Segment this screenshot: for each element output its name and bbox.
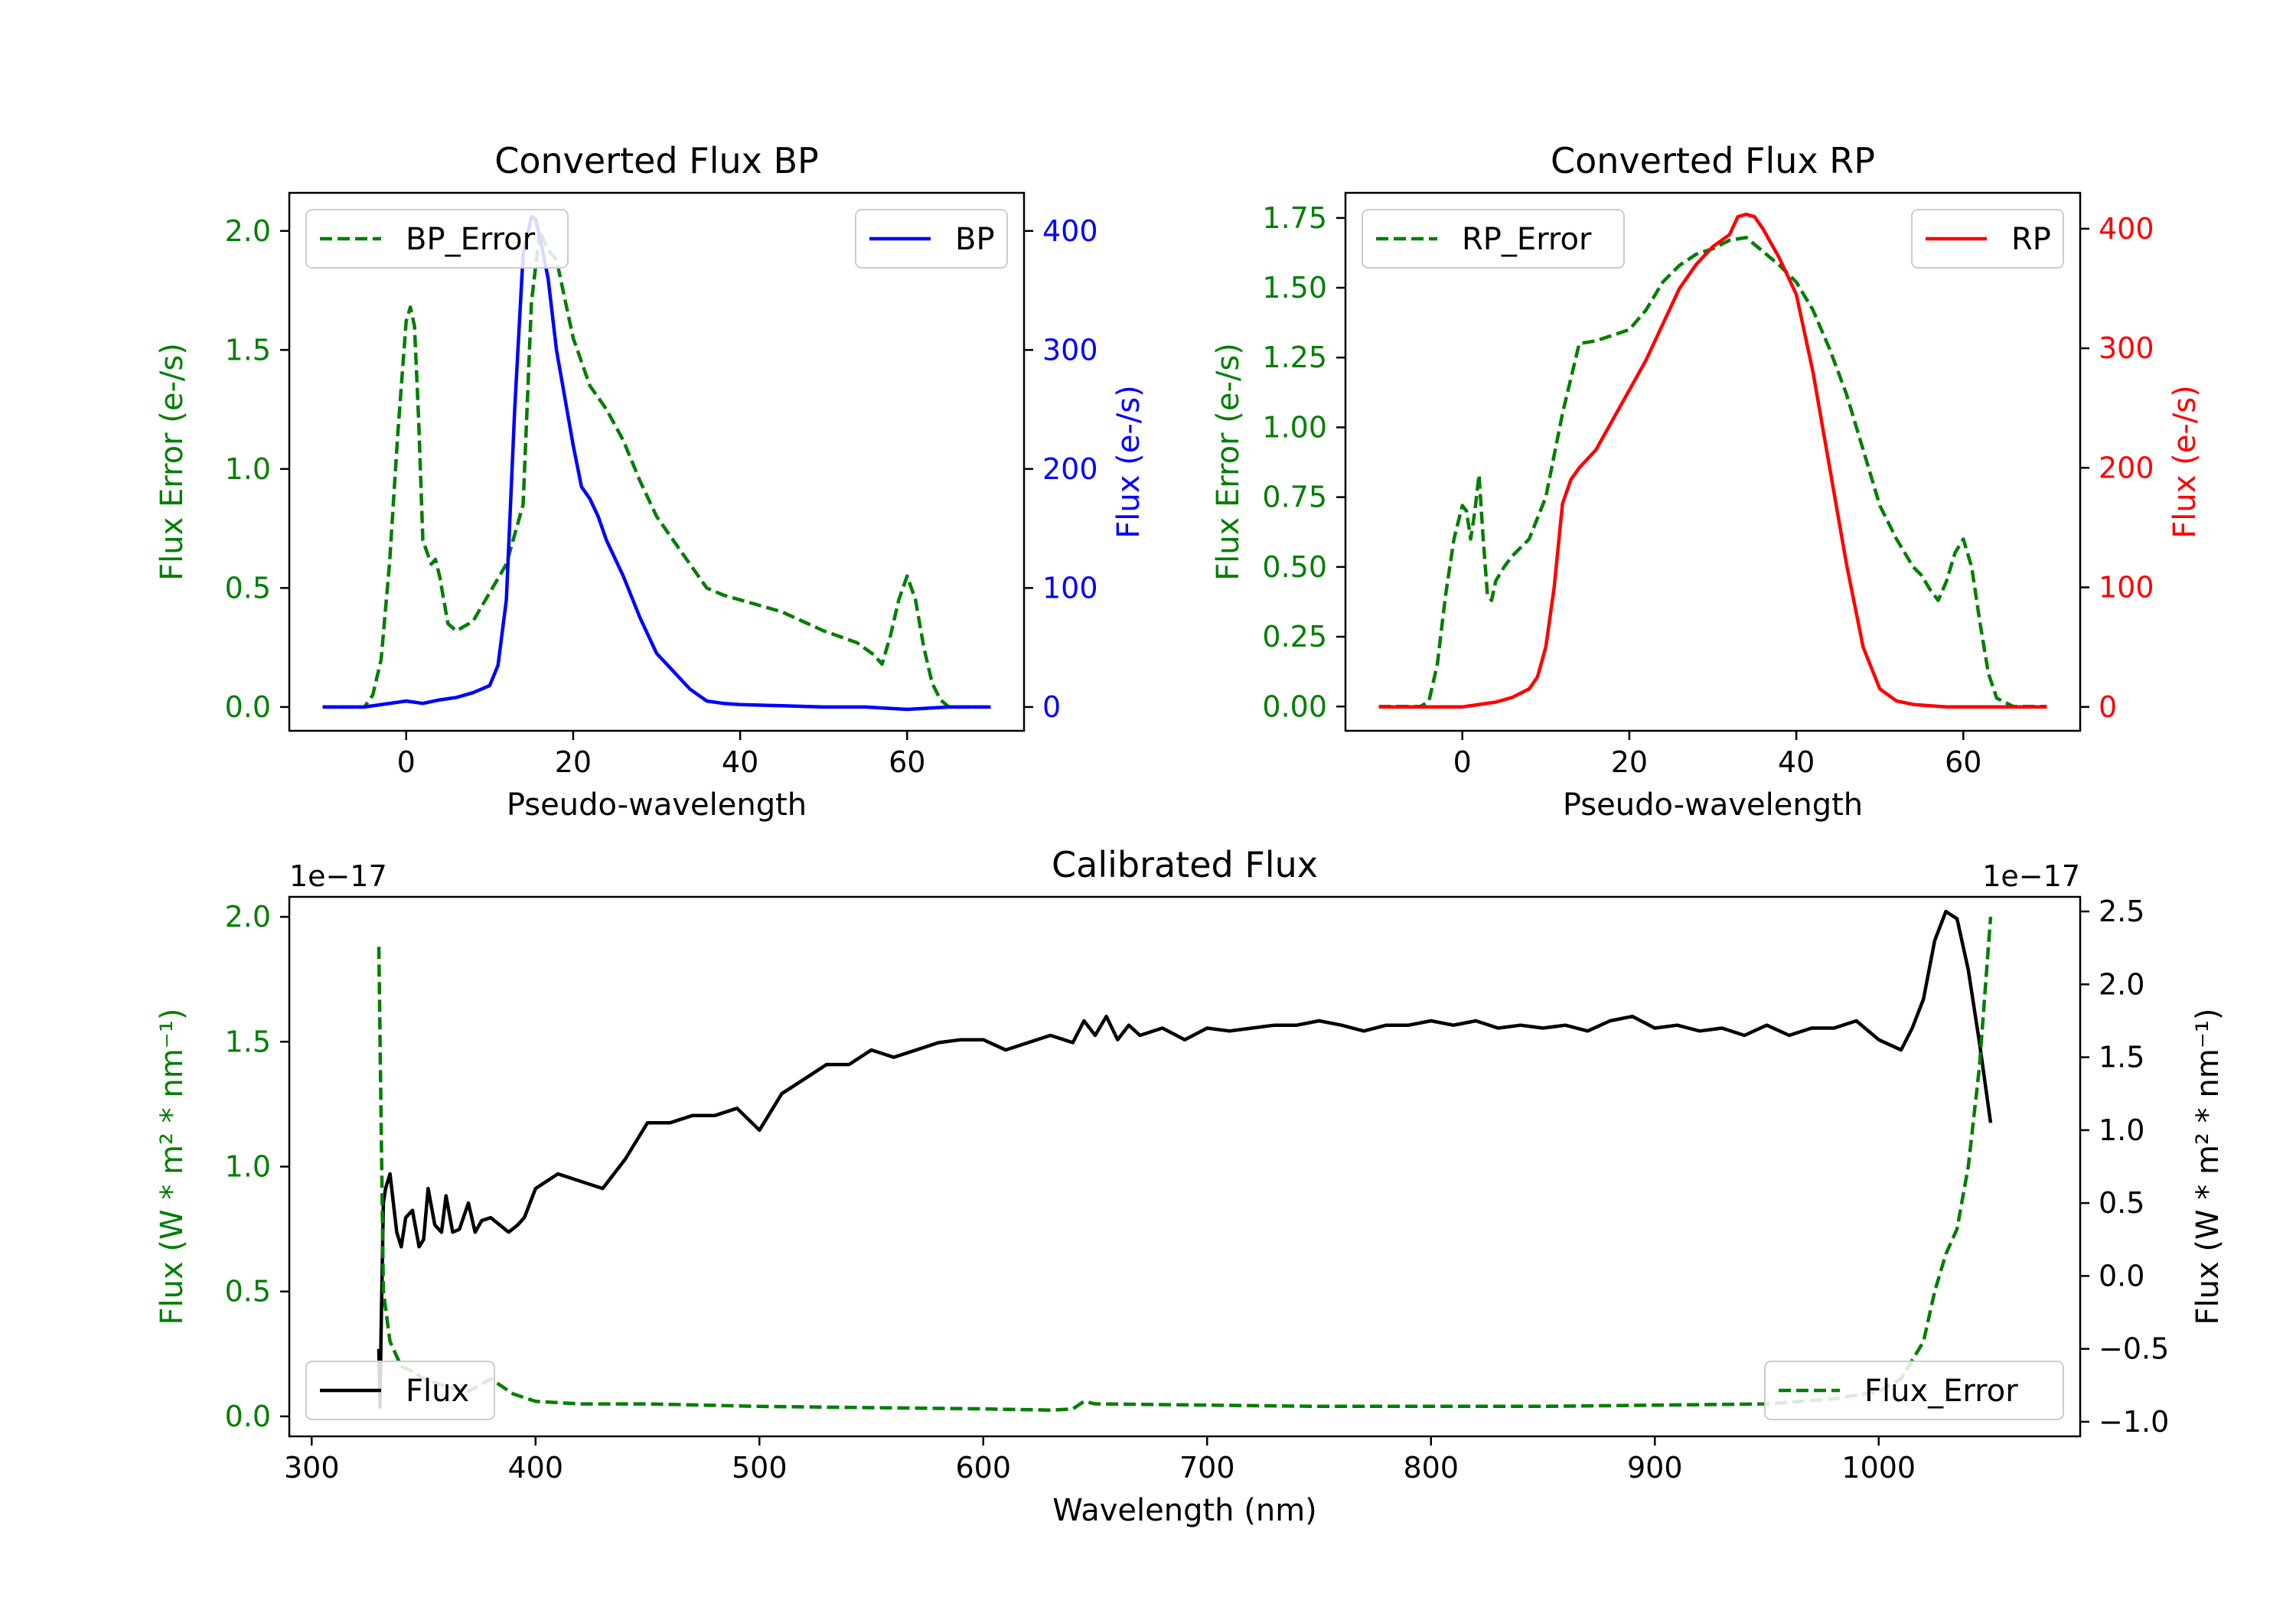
y-tick-label-left: 2.0	[225, 214, 271, 248]
y-tick-label-left: 1.75	[1262, 201, 1327, 235]
panel-1-frame	[1344, 191, 2082, 732]
legend-box	[1911, 209, 2064, 269]
x-tick-label: 0	[397, 745, 416, 779]
y-tick-label-right: −1.0	[2099, 1405, 2169, 1439]
y-tick-label-right: 2.5	[2099, 895, 2144, 928]
y-tick-label-right: 0.0	[2099, 1259, 2144, 1292]
series-flux-line	[377, 909, 1993, 1410]
y-tick-label-right: 200	[2099, 451, 2154, 484]
y-tick-label-right: 100	[1042, 571, 1098, 605]
legend-label: Flux	[406, 1374, 469, 1409]
y-tick-label-right: 1.0	[2099, 1113, 2144, 1147]
x-tick-label: 600	[955, 1451, 1011, 1485]
offset-label-right: 1e−17	[1982, 859, 2080, 893]
legend-label: RP	[2011, 222, 2051, 257]
y-tick-label-right: −0.5	[2099, 1332, 2169, 1366]
x-axis-label: Pseudo-wavelength	[507, 787, 807, 823]
x-tick-label: 20	[1611, 745, 1648, 779]
y-tick-label-left: 1.50	[1262, 271, 1327, 305]
x-tick-label: 900	[1627, 1451, 1683, 1485]
y-tick-label-right: 400	[1042, 214, 1098, 248]
chart-title: Converted Flux BP	[494, 140, 819, 181]
chart-title: Converted Flux RP	[1551, 140, 1875, 181]
y-tick-label-left: 0.25	[1262, 620, 1327, 654]
legend-bp-error: BP_Error	[305, 209, 569, 269]
legend-flux: Flux	[305, 1361, 495, 1420]
y-tick-label-right: 100	[2099, 571, 2154, 605]
y-tick-label-left: 0.75	[1262, 481, 1327, 514]
y-tick-label-left: 0.5	[225, 1275, 271, 1309]
y-tick-label-right: 300	[2099, 331, 2154, 365]
legend-bp: BP	[855, 209, 1008, 269]
y-axis-label-left: Flux Error (e-/s)	[155, 343, 190, 581]
y-tick-label-left: 0.50	[1262, 550, 1327, 584]
panel-0: 0 20 40 60 0.0 0.5 1.0 1.5 2.0 0 100 200 300 400 Conve…	[155, 140, 1146, 823]
x-tick-label: 800	[1403, 1451, 1459, 1485]
series-rp-line	[1378, 212, 2047, 709]
legend-label: RP_Error	[1462, 222, 1592, 257]
legend-label: BP_Error	[406, 222, 536, 257]
y-tick-label-right: 0	[2099, 690, 2117, 724]
series-rp-error-line	[1378, 236, 2047, 709]
x-tick-label: 0	[1453, 745, 1472, 779]
x-axis-label: Pseudo-wavelength	[1563, 787, 1863, 823]
y-tick-label-right: 300	[1042, 333, 1098, 367]
legend-rp: RP	[1911, 209, 2064, 269]
x-tick-label: 300	[284, 1451, 340, 1485]
y-tick-label-left: 1.25	[1262, 341, 1327, 374]
chart-title: Calibrated Flux	[1052, 844, 1318, 885]
x-axis-label: Wavelength (nm)	[1052, 1493, 1317, 1528]
legend-box	[855, 209, 1008, 269]
y-tick-label-right: 0.5	[2099, 1186, 2144, 1220]
legend-box	[305, 209, 569, 269]
legend-box	[1764, 1361, 2064, 1420]
y-tick-label-right: 2.0	[2099, 967, 2144, 1001]
series-bp-error-line	[322, 229, 991, 709]
y-tick-label-left: 1.0	[225, 452, 271, 486]
y-axis-label-right: Flux (e-/s)	[1111, 385, 1146, 538]
x-tick-label: 1000	[1841, 1451, 1916, 1485]
legend-label: Flux_Error	[1864, 1374, 2018, 1409]
offset-label-left: 1e−17	[289, 859, 387, 893]
y-tick-label-left: 1.5	[225, 333, 271, 367]
y-axis-label-left: Flux Error (e-/s)	[1211, 343, 1246, 581]
y-tick-label-left: 1.00	[1262, 410, 1327, 444]
y-tick-label-right: 400	[2099, 212, 2154, 246]
y-tick-label-left: 1.5	[225, 1025, 271, 1058]
legend-box	[305, 1361, 495, 1420]
y-tick-label-right: 1.5	[2099, 1041, 2144, 1074]
y-tick-label-left: 1.0	[225, 1150, 271, 1184]
y-tick-label-left: 0.00	[1262, 689, 1327, 723]
panel-2-frame	[288, 895, 2082, 1438]
x-tick-label: 60	[1945, 745, 1981, 779]
y-axis-label-right: Flux (e-/s)	[2167, 385, 2203, 538]
panel-1: 0 20 40 60 0.00 0.25 0.50 0.75 1.00 1.25 1.50 1.75 0…	[1211, 140, 2203, 823]
x-tick-label: 20	[555, 745, 592, 779]
y-tick-label-right: 0	[1042, 690, 1061, 724]
x-tick-label: 60	[889, 745, 925, 779]
legend-label: BP	[955, 222, 995, 257]
panel-0-frame	[288, 191, 1026, 732]
x-tick-label: 500	[732, 1451, 788, 1485]
series-bp-line	[322, 214, 991, 712]
y-tick-label-left: 0.0	[225, 690, 271, 724]
y-tick-label-left: 0.0	[225, 1400, 271, 1433]
legend-flux-error: Flux_Error	[1764, 1361, 2064, 1420]
x-tick-label: 700	[1179, 1451, 1235, 1485]
legend-box	[1362, 209, 1625, 269]
x-tick-label: 40	[722, 745, 758, 779]
y-axis-label-left: Flux (W * m² * nm⁻¹)	[155, 1009, 190, 1325]
panel-2: 300 400 500 600 700 800 900 1000 0.0 0.5 1.0 1.5 2.0…	[155, 844, 2226, 1528]
x-tick-label: 40	[1778, 745, 1815, 779]
y-tick-label-right: 200	[1042, 452, 1098, 486]
y-axis-label-right: Flux (W * m² * nm⁻¹)	[2190, 1009, 2226, 1325]
legend-rp-error: RP_Error	[1362, 209, 1625, 269]
y-tick-label-left: 2.0	[225, 900, 271, 934]
x-tick-label: 400	[507, 1451, 563, 1485]
y-tick-label-left: 0.5	[225, 571, 271, 605]
